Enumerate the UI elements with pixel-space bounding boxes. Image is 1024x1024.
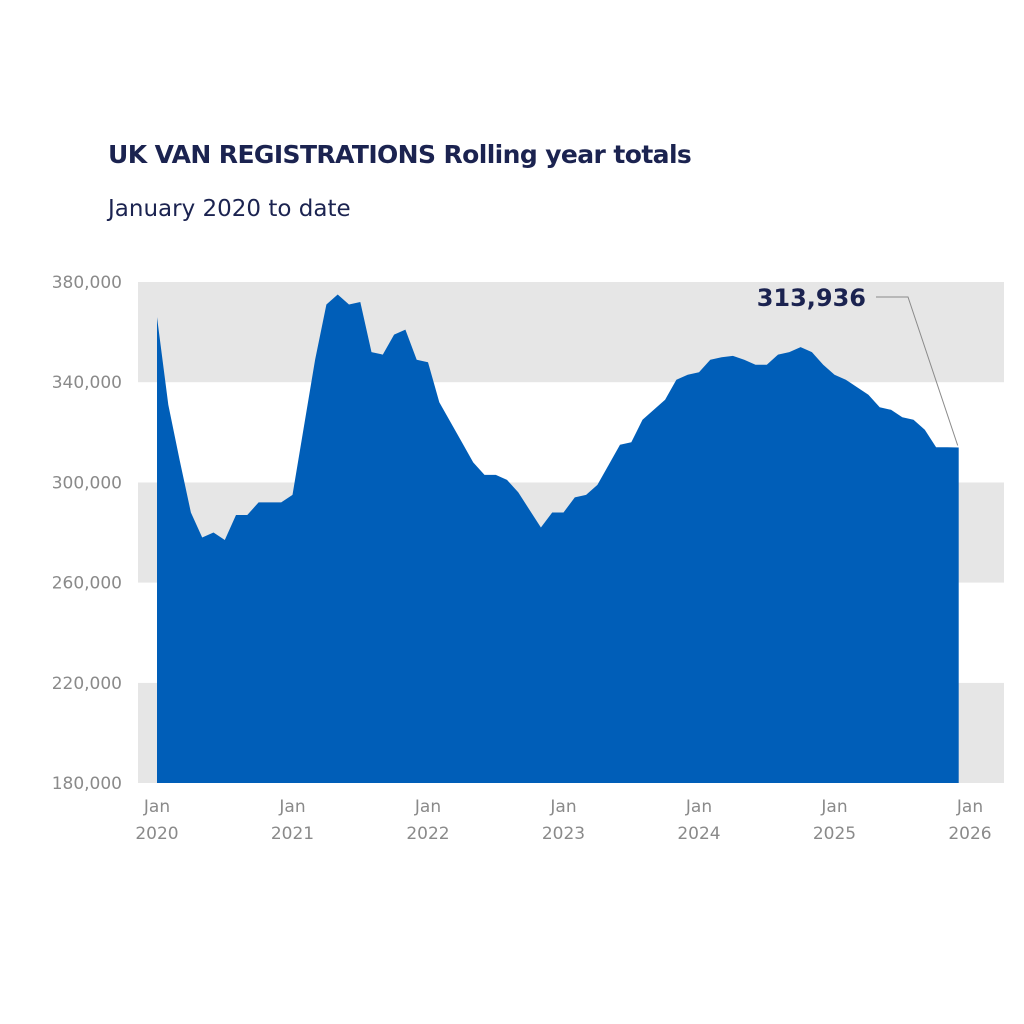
- area-series-0: [157, 294, 959, 783]
- x-tick-label: Jan: [549, 797, 576, 817]
- y-tick-label: 220,000: [52, 674, 122, 694]
- x-tick-label: Jan: [278, 797, 305, 817]
- x-tick-label: 2021: [271, 824, 314, 844]
- y-tick-label: 380,000: [52, 273, 122, 293]
- y-tick-label: 260,000: [52, 574, 122, 594]
- x-tick-label: 2026: [948, 824, 991, 844]
- annotations: 313,936: [757, 284, 959, 446]
- y-tick-label: 340,000: [52, 373, 122, 393]
- x-tick-label: Jan: [820, 797, 847, 817]
- callout-leader-line: [876, 296, 959, 446]
- x-tick-label: 2023: [542, 824, 585, 844]
- x-tick-label: Jan: [956, 797, 983, 817]
- area-series: [157, 294, 959, 783]
- x-tick-label: Jan: [143, 797, 170, 817]
- chart-title: UK VAN REGISTRATIONS Rolling year totals: [108, 140, 692, 169]
- x-tick-label: 2024: [677, 824, 720, 844]
- y-tick-label: 300,000: [52, 473, 122, 493]
- x-axis: Jan 2020 Jan 2021 Jan 2022 Jan 2023 Jan 2024 Jan 20…: [135, 797, 991, 844]
- x-tick-label: Jan: [414, 797, 441, 817]
- grid-band: [138, 282, 1004, 383]
- y-axis: 180,000 220,000 260,000 300,000 340,000 380,0…: [52, 273, 122, 794]
- x-tick-label: 2025: [813, 824, 856, 844]
- y-tick-label: 180,000: [52, 774, 122, 794]
- x-tick-label: 2020: [135, 824, 178, 844]
- callout-value-label: 313,936: [757, 284, 866, 312]
- chart-subtitle: January 2020 to date: [108, 196, 351, 222]
- x-tick-label: 2022: [406, 824, 449, 844]
- x-tick-label: Jan: [685, 797, 712, 817]
